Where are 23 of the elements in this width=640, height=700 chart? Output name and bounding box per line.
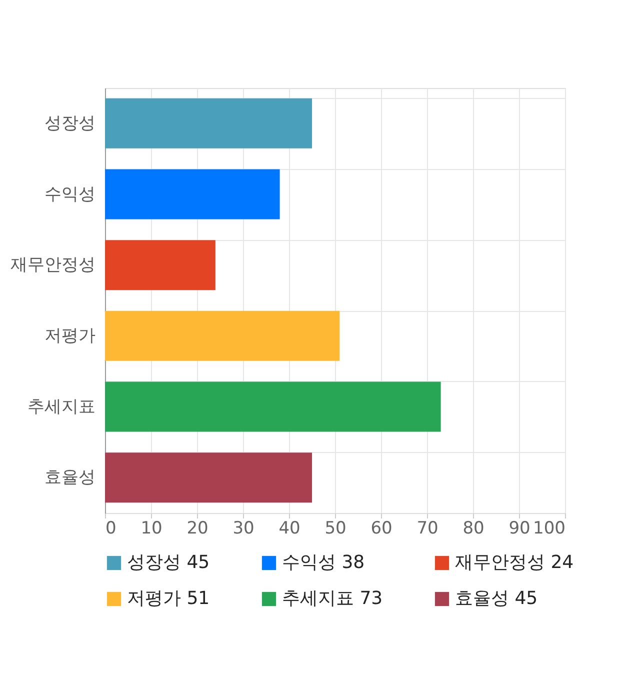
x-tick-label: 10	[140, 518, 162, 538]
x-tick-label: 70	[416, 518, 438, 538]
x-tick-label: 0	[106, 518, 116, 538]
x-tick-label: 80	[462, 518, 484, 538]
x-tick-label: 100	[533, 518, 566, 538]
legend-label: 수익성 38	[282, 552, 365, 573]
y-tick-label: 수익성	[44, 184, 96, 204]
x-tick-label: 50	[324, 518, 346, 538]
y-tick-label: 성장성	[44, 113, 96, 134]
legend-label: 추세지표 73	[282, 588, 383, 609]
y-tick-label: 저평가	[44, 326, 96, 346]
x-tick-label: 30	[232, 518, 254, 538]
legend-label: 저평가 51	[127, 588, 210, 609]
legend-label: 효율성 45	[455, 588, 538, 609]
x-tick-label: 90	[508, 518, 530, 538]
x-tick-label: 60	[370, 518, 392, 538]
y-tick-label: 재무안정성	[10, 255, 96, 276]
x-tick-label: 40	[278, 518, 300, 538]
y-tick-label: 추세지표	[28, 396, 96, 417]
legend-label: 재무안정성 24	[455, 552, 574, 573]
x-tick-label: 20	[186, 518, 208, 538]
y-tick-label: 효율성	[44, 468, 96, 488]
legend-label: 성장성 45	[127, 552, 210, 573]
